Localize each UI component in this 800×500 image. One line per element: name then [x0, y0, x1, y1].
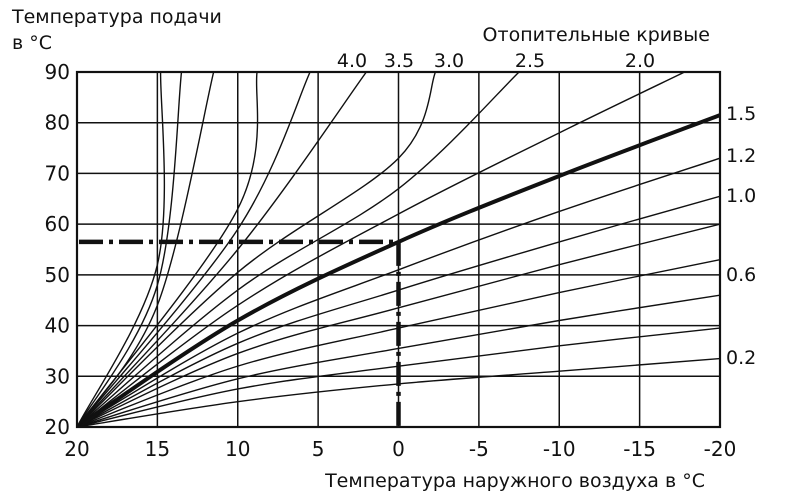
x-tick-label: 0 [392, 437, 405, 461]
heating-curve-unlabeled-9 [77, 72, 520, 427]
plot-frame [75, 70, 722, 429]
heating-curve-unlabeled-11 [77, 72, 367, 427]
x-tick-label: 15 [145, 437, 170, 461]
y-tick-label: 30 [45, 364, 70, 388]
y-tick-label: 60 [45, 212, 70, 236]
x-axis-title: Температура наружного воздуха в °C [324, 470, 705, 492]
reading-marker [79, 239, 401, 427]
x-tick-label: 20 [64, 437, 89, 461]
curve-label-top: 2.5 [515, 50, 545, 72]
heating-curve-3-5 [77, 72, 215, 427]
curve-labels: 4.0 3.5 3.0 2.5 2.0 1.5 1.2 1.0 0.6 0.2 [337, 50, 756, 369]
curve-label-top: 3.0 [434, 50, 464, 72]
y-tick-label: 40 [45, 314, 70, 338]
heating-curve-1-0 [77, 223, 720, 427]
heating-curve-unlabeled-13 [77, 72, 259, 427]
y-tick-label: 70 [45, 161, 70, 185]
heating-curve-2-0 [77, 72, 685, 427]
x-tick-label: -5 [469, 437, 489, 461]
heating-curve-unlabeled-15 [77, 72, 183, 427]
curve-label-right: 1.5 [726, 103, 756, 125]
y-tick-label: 50 [45, 263, 70, 287]
x-tick-label: 10 [225, 437, 250, 461]
y-tick-label: 80 [45, 111, 70, 135]
curve-label-right: 1.2 [726, 145, 756, 167]
y-axis-title-line1: Температура подачи [11, 6, 222, 28]
heating-curve-2-5 [77, 72, 437, 427]
curve-label-top: 4.0 [337, 50, 367, 72]
curve-label-right: 1.0 [726, 185, 756, 207]
x-tick-label: 5 [312, 437, 325, 461]
curve-label-right: 0.6 [726, 264, 756, 286]
curve-label-right: 0.2 [726, 347, 756, 369]
x-tick-label: -10 [543, 437, 576, 461]
x-tick-label: -20 [704, 437, 737, 461]
y-axis-title-line2: в °C [12, 32, 52, 54]
curves-title: Отопительные кривые [483, 24, 710, 46]
curve-label-top: 3.5 [384, 50, 414, 72]
heating-curve-3-0 [77, 72, 311, 427]
heating-curve-4-0 [77, 72, 166, 427]
heating-curve-0-6 [77, 294, 720, 427]
heating-curve-1-5 [77, 157, 720, 427]
y-tick-label: 90 [45, 60, 70, 84]
curve-label-top: 2.0 [625, 50, 655, 72]
x-tick-label: -15 [623, 437, 656, 461]
y-tick-label: 20 [45, 415, 70, 439]
